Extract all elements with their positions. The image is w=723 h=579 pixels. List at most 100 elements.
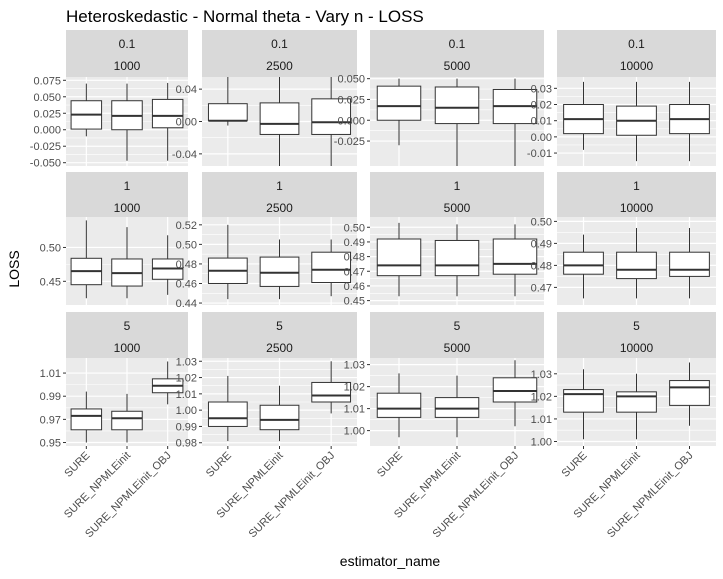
- facet-panel: 0.1 5000 0.050 0.025 0.000 -0.025: [334, 30, 544, 166]
- y-tick-label: 0.46: [176, 278, 197, 290]
- y-tick-label: 0.49: [344, 237, 365, 249]
- y-tick-label: 0.01: [531, 116, 552, 128]
- box-sure: [563, 234, 604, 299]
- facet-strip: [370, 312, 544, 358]
- box-sure-npmleinit: [111, 83, 143, 161]
- y-tick-label: 0.48: [176, 259, 197, 271]
- y-tick-label: 0.99: [40, 391, 61, 403]
- facet-panels: 0.110000.0750.0500.0250.000-0.025-0.0500…: [30, 30, 716, 540]
- y-tick-label: 1.01: [40, 368, 61, 380]
- facet-panel: 0.1 2500 0.04 0.00 -0.04: [172, 30, 357, 166]
- facet-panel: 550001.031.021.011.00SURESURE_NPMLEinitS…: [344, 312, 544, 540]
- box-iqr: [376, 238, 422, 277]
- box-iqr: [376, 392, 422, 418]
- box-sure-npmleinit-obj: [669, 228, 710, 299]
- facet-panel: 1 10000 0.50 0.49 0.48 0.47: [531, 172, 716, 305]
- facet-panel: 1 1000 0.50 0.45: [40, 172, 188, 305]
- facet-row-label: 5: [454, 319, 461, 333]
- box-iqr: [111, 410, 143, 431]
- y-tick-label: 0.075: [33, 75, 61, 87]
- y-tick-label: 1.00: [344, 426, 365, 438]
- x-tick-label: SURE: [204, 450, 234, 480]
- y-tick-label: 0.025: [33, 108, 61, 120]
- y-tick-label: 0.47: [344, 266, 365, 278]
- facet-col-label: 5000: [444, 201, 471, 215]
- box-iqr: [259, 404, 300, 431]
- box-iqr: [669, 380, 710, 406]
- y-tick-label: 0.45: [40, 276, 61, 288]
- box-sure: [70, 83, 103, 137]
- facet-row-label: 1: [276, 179, 283, 193]
- box-sure-npmleinit-obj: [492, 360, 538, 427]
- box-iqr: [563, 389, 604, 413]
- box-iqr: [492, 238, 538, 275]
- facet-strip: [66, 30, 188, 77]
- y-tick-label: 0.97: [40, 414, 61, 426]
- box-iqr: [434, 86, 480, 125]
- y-tick-label: 1.02: [176, 373, 197, 385]
- facet-row-label: 0.1: [449, 37, 466, 51]
- y-tick-label: 0.95: [40, 438, 61, 450]
- box-sure-npmleinit: [616, 228, 657, 299]
- box-sure-npmleinit: [434, 375, 480, 438]
- box-sure: [207, 224, 248, 300]
- y-tick-label: 0.52: [176, 220, 197, 232]
- box-iqr: [563, 251, 604, 275]
- y-tick-label: 0.000: [337, 115, 365, 127]
- facet-strip: [557, 30, 716, 77]
- box-iqr: [434, 239, 480, 277]
- y-tick-label: 1.03: [176, 356, 197, 368]
- facet-row-label: 0.1: [271, 37, 288, 51]
- facet-strip: [370, 30, 544, 77]
- box-iqr: [311, 251, 352, 284]
- facet-col-label: 2500: [266, 59, 293, 73]
- box-iqr: [616, 251, 657, 280]
- y-tick-label: 1.01: [531, 414, 552, 426]
- facet-strip: [66, 172, 188, 217]
- box-sure-npmleinit: [616, 81, 657, 162]
- y-tick-label: 0.45: [344, 296, 365, 308]
- y-tick-label: 0.04: [176, 84, 197, 96]
- y-tick-label: 0.47: [531, 282, 552, 294]
- x-tick-label: SURE: [62, 450, 92, 480]
- y-tick-label: -0.050: [30, 158, 61, 170]
- box-sure-npmleinit: [434, 224, 480, 297]
- y-tick-label: 0.98: [176, 438, 197, 450]
- y-tick-label: 0.44: [176, 298, 197, 310]
- facet-row-label: 0.1: [628, 37, 645, 51]
- box-sure: [207, 77, 248, 126]
- box-sure-npmleinit-obj: [311, 239, 352, 297]
- box-sure-npmleinit-obj: [492, 78, 538, 166]
- box-iqr: [434, 397, 480, 418]
- y-tick-label: 0.00: [531, 132, 552, 144]
- box-sure-npmleinit-obj: [492, 224, 538, 297]
- box-sure-npmleinit-obj: [669, 362, 710, 426]
- facet-col-label: 10000: [620, 201, 654, 215]
- y-tick-label: 1.03: [344, 360, 365, 372]
- x-tick-label: SURE: [560, 450, 590, 480]
- y-tick-label: 0.46: [344, 281, 365, 293]
- box-sure-npmleinit-obj: [311, 361, 352, 414]
- facet-strip: [202, 312, 357, 358]
- y-tick-label: 0.48: [344, 252, 365, 264]
- facet-row-label: 5: [124, 319, 131, 333]
- box-sure: [376, 78, 422, 146]
- facet-col-label: 2500: [266, 341, 293, 355]
- facet-row-label: 1: [633, 179, 640, 193]
- box-iqr: [311, 381, 352, 403]
- facet-row-label: 1: [454, 179, 461, 193]
- facet-row-label: 0.1: [119, 37, 136, 51]
- x-tick-label: SURE: [375, 450, 405, 480]
- facet-col-label: 10000: [620, 341, 654, 355]
- box-sure-npmleinit: [259, 239, 300, 300]
- box-sure: [563, 369, 604, 440]
- y-tick-label: -0.025: [30, 141, 61, 153]
- box-iqr: [207, 401, 248, 427]
- y-tick-label: 0.000: [33, 125, 61, 137]
- y-tick-label: 0.50: [176, 239, 197, 251]
- y-tick-label: -0.025: [334, 136, 365, 148]
- box-sure: [376, 222, 422, 297]
- y-axis-label: LOSS: [6, 250, 22, 287]
- box-sure-npmleinit-obj: [151, 82, 184, 161]
